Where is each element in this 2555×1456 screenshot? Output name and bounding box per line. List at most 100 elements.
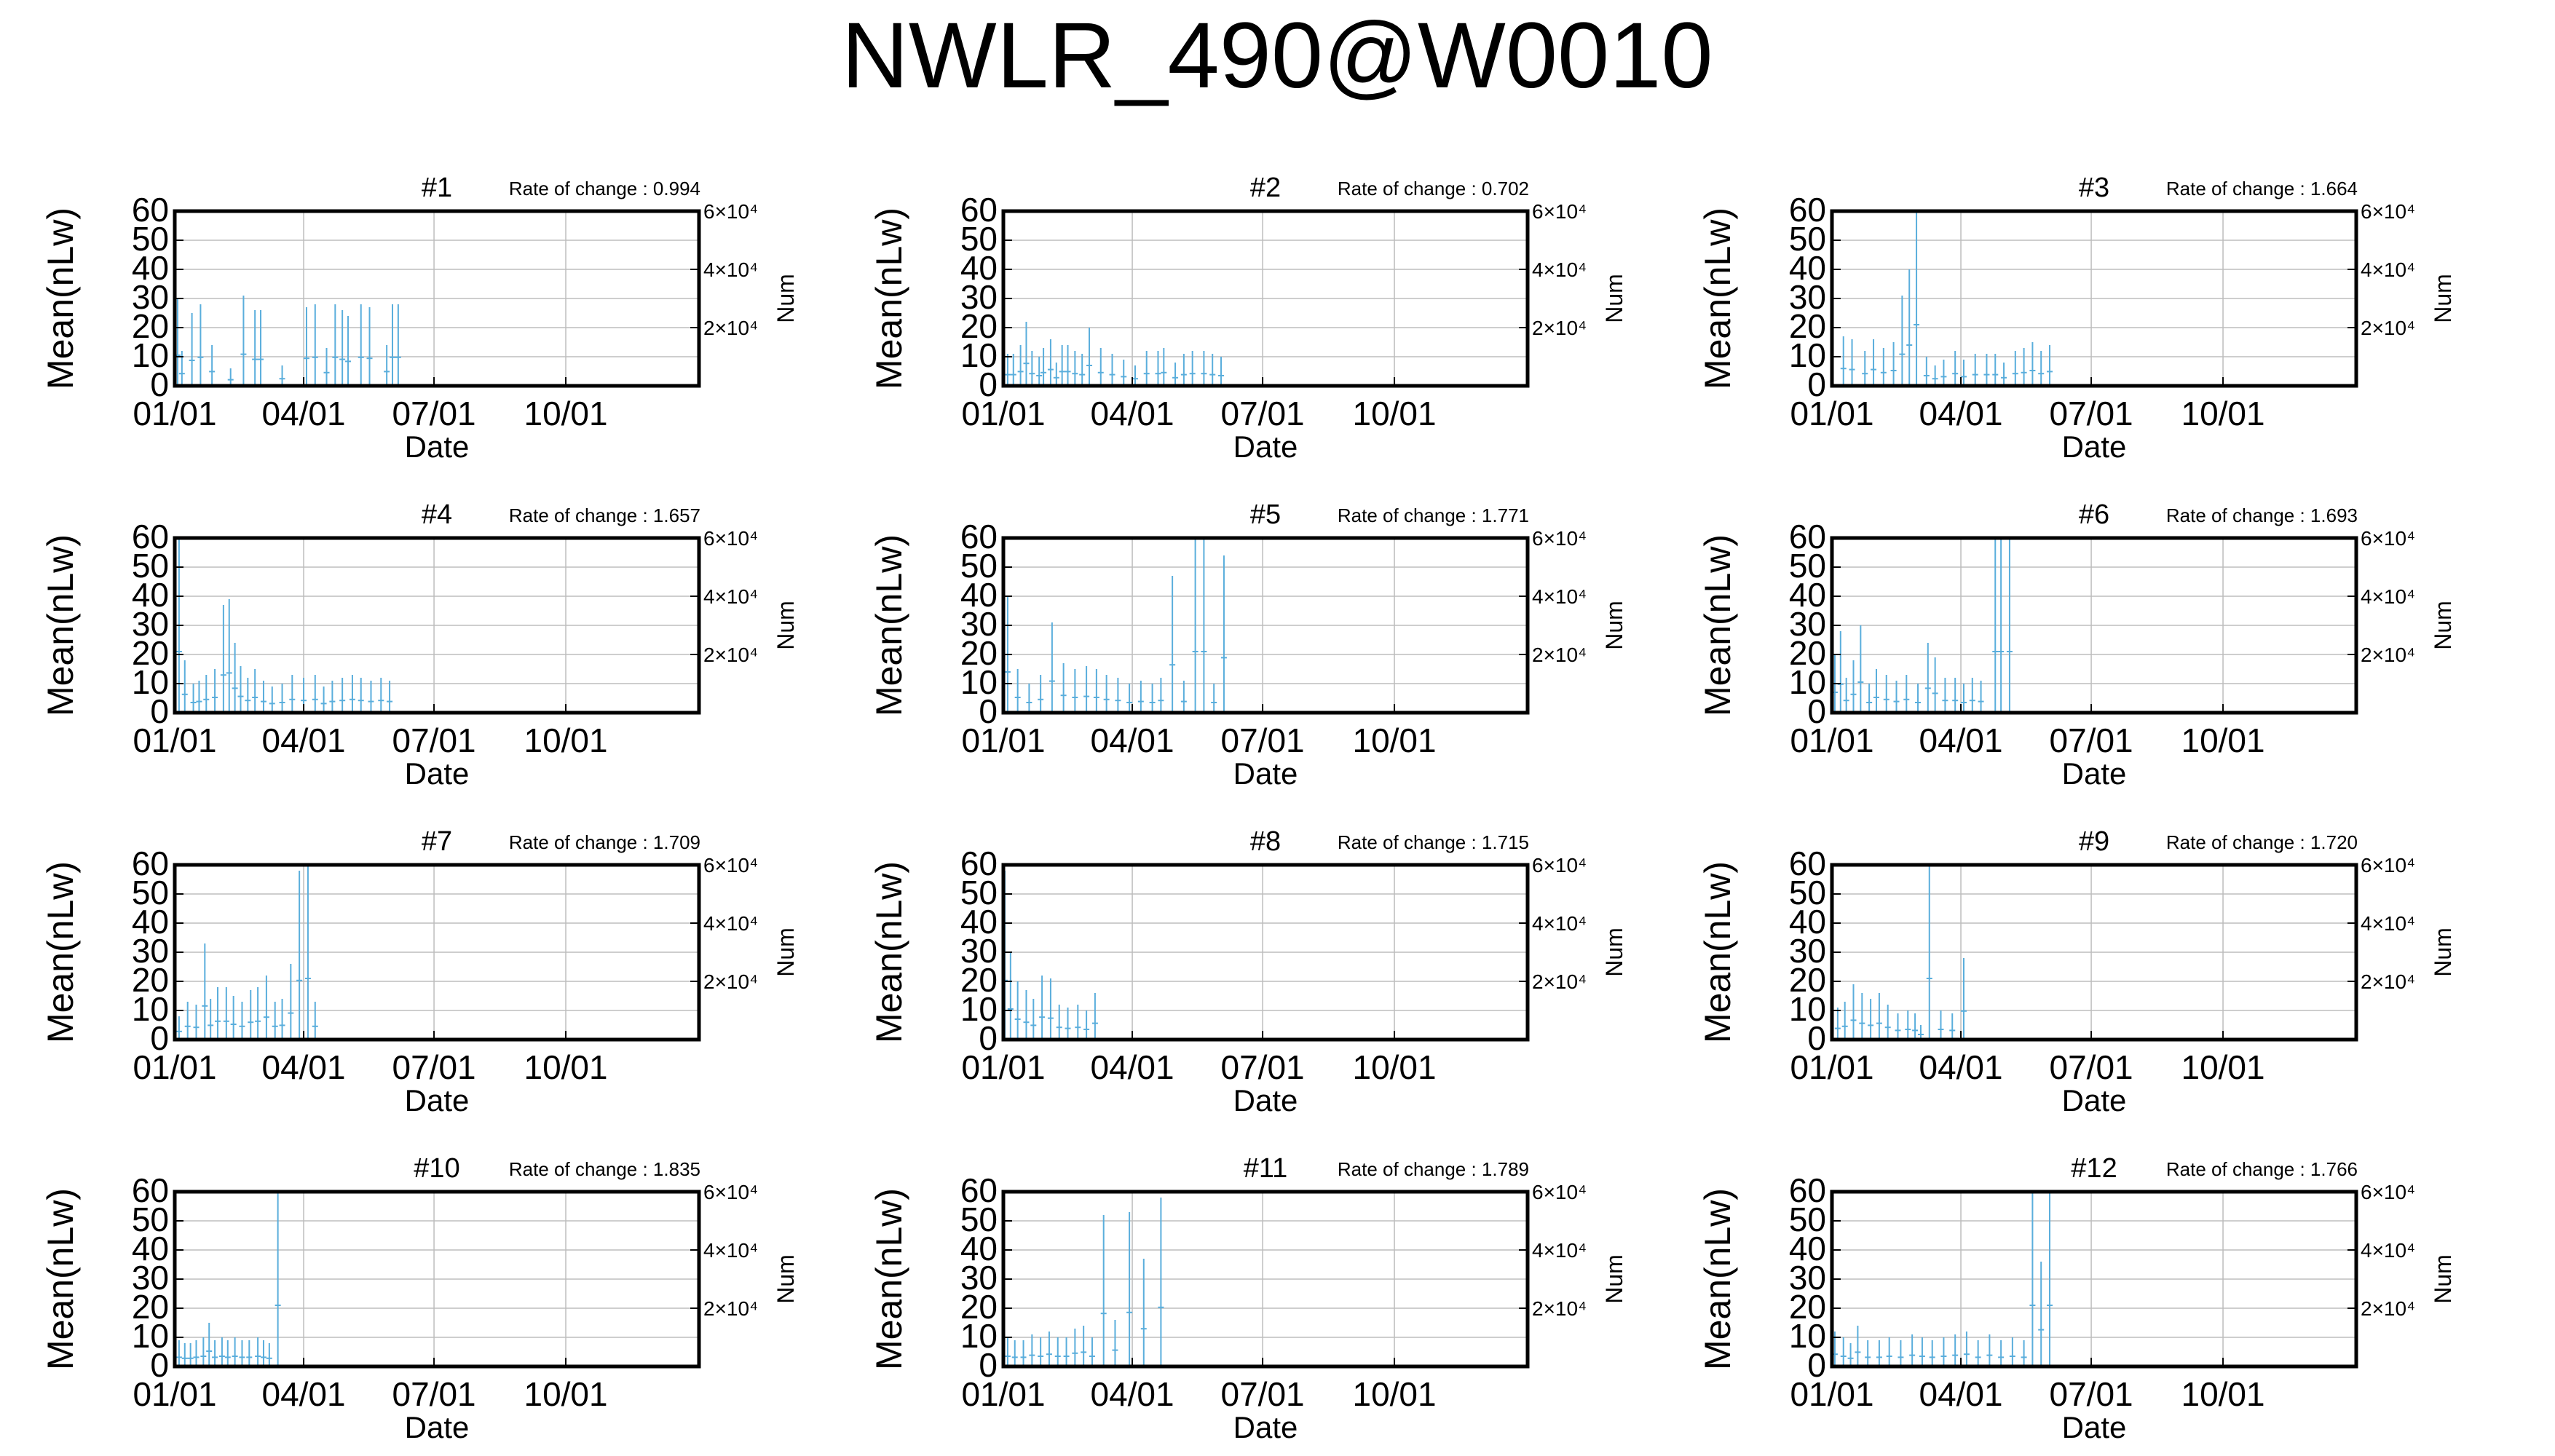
y-tick-label: 40 bbox=[1789, 576, 1826, 614]
y-tick-label: 20 bbox=[132, 961, 169, 999]
x-tick-label: 07/01 bbox=[2050, 395, 2133, 432]
y-tick-label: 40 bbox=[1789, 1230, 1826, 1267]
y-tick-label: 60 bbox=[1789, 191, 1826, 229]
y2-tick-label: 4×10⁴ bbox=[1532, 585, 1587, 608]
y-tick-label: 20 bbox=[132, 634, 169, 672]
x-tick-label: 10/01 bbox=[524, 1048, 607, 1086]
y-tick-label: 50 bbox=[132, 220, 169, 258]
y2-tick-label: 2×10⁴ bbox=[703, 644, 758, 666]
x-tick-label: 10/01 bbox=[1352, 721, 1436, 759]
y2-tick-label: 6×10⁴ bbox=[1532, 200, 1587, 223]
y-axis-label: Mean(nLw) bbox=[40, 1188, 81, 1370]
x-tick-label: 01/01 bbox=[961, 721, 1045, 759]
y-axis-label: Mean(nLw) bbox=[40, 534, 81, 716]
y-axis-label: Mean(nLw) bbox=[869, 861, 909, 1043]
y-tick-label: 10 bbox=[1789, 990, 1826, 1028]
y-tick-label: 50 bbox=[960, 547, 998, 585]
subplot-title: #1 bbox=[422, 173, 452, 203]
x-tick-label: 01/01 bbox=[1790, 1375, 1873, 1413]
y2-tick-label: 2×10⁴ bbox=[2361, 644, 2415, 666]
y-tick-label: 50 bbox=[960, 874, 998, 911]
y2-tick-label: 2×10⁴ bbox=[1532, 1297, 1587, 1320]
y2-tick-label: 6×10⁴ bbox=[2361, 527, 2415, 550]
subplot-title: #2 bbox=[1250, 173, 1281, 203]
x-tick-label: 07/01 bbox=[392, 1048, 476, 1086]
y2-tick-label: 6×10⁴ bbox=[703, 854, 758, 877]
x-tick-label: 10/01 bbox=[2181, 721, 2264, 759]
x-tick-label: 07/01 bbox=[392, 1375, 476, 1413]
y-tick-label: 20 bbox=[132, 1288, 169, 1326]
x-tick-label: 01/01 bbox=[133, 1048, 216, 1086]
y2-axis-label: Num bbox=[773, 927, 799, 977]
y-tick-label: 30 bbox=[1789, 278, 1826, 316]
y2-axis-label: Num bbox=[1601, 927, 1627, 977]
y-tick-label: 30 bbox=[132, 605, 169, 643]
y2-axis-label: Num bbox=[1601, 601, 1627, 650]
y-tick-label: 40 bbox=[960, 903, 998, 941]
y-tick-label: 40 bbox=[132, 903, 169, 941]
y2-tick-label: 2×10⁴ bbox=[2361, 317, 2415, 339]
y-tick-label: 60 bbox=[132, 1171, 169, 1209]
subplot-title: #5 bbox=[1250, 499, 1281, 530]
y-tick-label: 0 bbox=[1807, 365, 1826, 403]
rate-of-change-label: Rate of change : 1.693 bbox=[2166, 505, 2358, 526]
x-tick-label: 04/01 bbox=[1090, 721, 1174, 759]
y2-tick-label: 2×10⁴ bbox=[1532, 317, 1587, 339]
x-tick-label: 07/01 bbox=[2050, 1048, 2133, 1086]
x-axis-label: Date bbox=[405, 756, 470, 791]
x-tick-label: 01/01 bbox=[1790, 395, 1873, 432]
y2-axis-label: Num bbox=[1601, 274, 1627, 323]
rate-of-change-label: Rate of change : 1.715 bbox=[1338, 831, 1529, 853]
y-tick-label: 10 bbox=[960, 336, 998, 374]
x-tick-label: 01/01 bbox=[1790, 721, 1873, 759]
y-tick-label: 10 bbox=[960, 990, 998, 1028]
y2-tick-label: 4×10⁴ bbox=[2361, 585, 2415, 608]
y2-tick-label: 2×10⁴ bbox=[703, 317, 758, 339]
y2-tick-label: 4×10⁴ bbox=[703, 585, 758, 608]
rate-of-change-label: Rate of change : 1.720 bbox=[2166, 831, 2358, 853]
y-tick-label: 0 bbox=[1807, 1019, 1826, 1057]
y-tick-label: 60 bbox=[132, 191, 169, 229]
y2-tick-label: 2×10⁴ bbox=[1532, 970, 1587, 993]
y-tick-label: 40 bbox=[960, 249, 998, 287]
y-tick-label: 60 bbox=[960, 844, 998, 882]
y-tick-label: 0 bbox=[979, 692, 998, 730]
x-tick-label: 04/01 bbox=[1919, 721, 2002, 759]
y-tick-label: 20 bbox=[1789, 961, 1826, 999]
y2-tick-label: 4×10⁴ bbox=[703, 258, 758, 281]
y2-axis-label: Num bbox=[773, 274, 799, 323]
subplot-title: #4 bbox=[422, 499, 452, 530]
y-tick-label: 50 bbox=[132, 874, 169, 911]
y-tick-label: 30 bbox=[1789, 605, 1826, 643]
y-tick-label: 50 bbox=[1789, 220, 1826, 258]
y2-axis-label: Num bbox=[1601, 1254, 1627, 1304]
x-tick-label: 07/01 bbox=[1221, 395, 1305, 432]
y2-tick-label: 6×10⁴ bbox=[1532, 527, 1587, 550]
y2-tick-label: 4×10⁴ bbox=[2361, 1239, 2415, 1262]
y-axis-label: Mean(nLw) bbox=[869, 534, 909, 716]
y-tick-label: 10 bbox=[132, 336, 169, 374]
x-axis-label: Date bbox=[2062, 1410, 2127, 1444]
rate-of-change-label: Rate of change : 0.702 bbox=[1338, 178, 1529, 199]
y2-tick-label: 2×10⁴ bbox=[703, 1297, 758, 1320]
x-tick-label: 07/01 bbox=[2050, 721, 2133, 759]
rate-of-change-label: Rate of change : 1.657 bbox=[509, 505, 700, 526]
x-tick-label: 07/01 bbox=[392, 395, 476, 432]
y-tick-label: 20 bbox=[960, 961, 998, 999]
y-tick-label: 50 bbox=[132, 547, 169, 585]
x-axis-label: Date bbox=[405, 430, 470, 464]
x-axis-label: Date bbox=[2062, 1083, 2127, 1117]
y-tick-label: 40 bbox=[960, 576, 998, 614]
y-tick-label: 50 bbox=[1789, 1200, 1826, 1238]
subplot-title: #11 bbox=[1244, 1153, 1288, 1184]
y-tick-label: 20 bbox=[1789, 634, 1826, 672]
y-axis-label: Mean(nLw) bbox=[40, 207, 81, 389]
y-tick-label: 10 bbox=[132, 990, 169, 1028]
y-tick-label: 0 bbox=[150, 365, 169, 403]
y2-tick-label: 6×10⁴ bbox=[2361, 1181, 2415, 1203]
